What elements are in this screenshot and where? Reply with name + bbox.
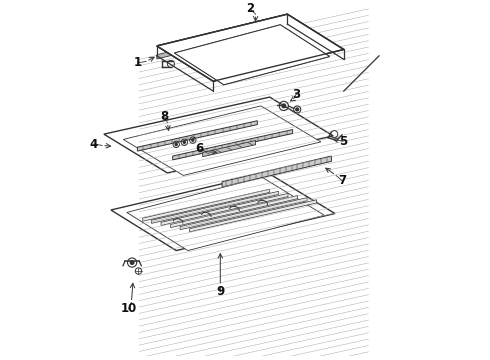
Text: 1: 1 — [133, 57, 142, 69]
Polygon shape — [151, 191, 278, 224]
Text: 7: 7 — [338, 174, 346, 187]
Polygon shape — [180, 198, 307, 230]
Circle shape — [183, 141, 185, 143]
Polygon shape — [161, 193, 288, 225]
Circle shape — [192, 139, 194, 141]
Text: 2: 2 — [246, 3, 254, 15]
Polygon shape — [137, 121, 257, 151]
Polygon shape — [172, 130, 293, 160]
Polygon shape — [222, 156, 331, 187]
Polygon shape — [143, 189, 270, 221]
Polygon shape — [203, 140, 256, 157]
Polygon shape — [127, 177, 324, 251]
Text: 8: 8 — [160, 110, 169, 123]
Polygon shape — [174, 25, 330, 85]
Text: 5: 5 — [339, 135, 347, 148]
Polygon shape — [123, 106, 321, 175]
Polygon shape — [171, 195, 297, 228]
Circle shape — [282, 104, 286, 108]
Circle shape — [130, 261, 134, 264]
Circle shape — [296, 108, 298, 111]
Text: 4: 4 — [90, 138, 98, 150]
Polygon shape — [157, 23, 287, 59]
Polygon shape — [111, 173, 335, 251]
Polygon shape — [174, 25, 330, 85]
Text: 6: 6 — [195, 143, 203, 156]
Text: 3: 3 — [292, 88, 300, 101]
Polygon shape — [190, 200, 317, 232]
Polygon shape — [157, 14, 344, 81]
Circle shape — [175, 143, 177, 145]
Polygon shape — [104, 97, 333, 173]
Polygon shape — [157, 14, 344, 81]
Text: 10: 10 — [121, 302, 137, 315]
Text: 9: 9 — [216, 285, 224, 298]
